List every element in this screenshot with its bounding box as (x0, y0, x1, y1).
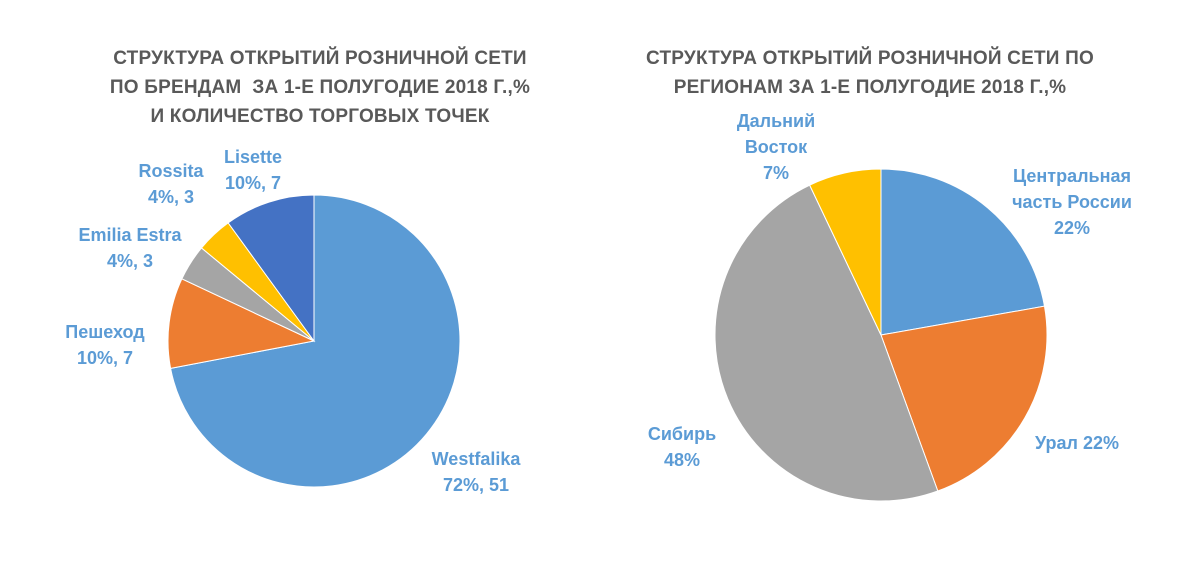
region-chart-title-line-1: СТРУКТУРА ОТКРЫТИЙ РОЗНИЧНОЙ СЕТИ ПО (646, 48, 1094, 69)
pie-slice-westfalika (170, 194, 461, 488)
data-label-westfalika: Westfalika 72%, 51 (432, 449, 522, 495)
pie-slice-lisette (227, 194, 315, 343)
region-chart-title-line-2: РЕГИОНАМ ЗА 1-Е ПОЛУГОДИЕ 2018 Г.,% (673, 77, 1067, 98)
brand-chart-title-line-2: ПО БРЕНДАМ ЗА 1-Е ПОЛУГОДИЕ 2018 Г.,% (109, 77, 531, 98)
data-label-урал: Урал 22% (1035, 433, 1119, 453)
brand-chart-title-line-1: СТРУКТУРА ОТКРЫТИЙ РОЗНИЧНОЙ СЕТИ (113, 48, 527, 69)
region-chart-title: СТРУКТУРА ОТКРЫТИЙ РОЗНИЧНОЙ СЕТИ ПО РЕГ… (600, 44, 1140, 102)
brand-chart-title: СТРУКТУРА ОТКРЫТИЙ РОЗНИЧНОЙ СЕТИ ПО БРЕ… (60, 44, 580, 131)
data-label-сибирь: Сибирь 48% (648, 424, 716, 470)
data-label-дальний-восток: Дальний Восток 7% (737, 111, 815, 183)
brand-pie: Westfalika 72%, 51 Пешеход 10%, 7 Emilia Est… (65, 147, 521, 495)
data-label-emilia-estra: Emilia Estra 4%, 3 (78, 225, 182, 271)
pie-slice-центральная-часть-россии (880, 168, 1046, 336)
pie-slice-дальний-восток (808, 168, 882, 336)
data-label-центральная-часть-россии: Центральная часть России 22% (1012, 166, 1132, 238)
brand-chart-title-line-3: И КОЛИЧЕСТВО ТОРГОВЫХ ТОЧЕК (150, 106, 490, 127)
data-label-пешеход: Пешеход 10%, 7 (65, 322, 145, 368)
pie-slice-урал (880, 305, 1048, 492)
pie-slice-сибирь (714, 184, 939, 502)
pie-slice-пешеход (167, 278, 316, 369)
data-label-rossita: Rossita 4%, 3 (138, 161, 204, 207)
data-label-lisette: Lisette 10%, 7 (224, 147, 282, 193)
region-pie: Центральная часть России 22% Урал 22% Сибирь… (648, 111, 1132, 502)
